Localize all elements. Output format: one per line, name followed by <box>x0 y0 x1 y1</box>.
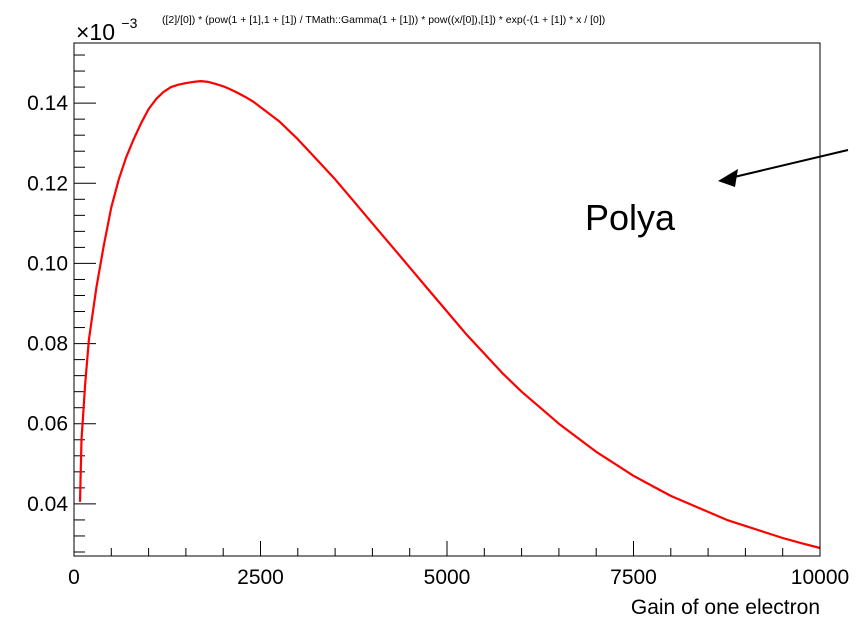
annotation-polya: Polya <box>585 149 849 238</box>
x-tick-label: 2500 <box>237 566 284 589</box>
series-line <box>78 79 821 550</box>
annotation-label: Polya <box>585 197 676 238</box>
x-tick-label: 5000 <box>424 566 471 589</box>
plot-frame <box>73 42 821 557</box>
y-multiplier: ×10 −3 <box>76 15 138 45</box>
x-tick-label: 7500 <box>610 566 657 589</box>
annotation-arrowhead <box>718 169 738 187</box>
y-axis-ticks: 0.04 0.06 0.08 0.10 0.12 0.14 <box>27 54 96 553</box>
annotation-arrow-line <box>729 149 849 179</box>
series-layer <box>78 79 821 550</box>
y-tick-label: 0.10 <box>27 252 68 275</box>
x-tick-label: 10000 <box>791 566 849 589</box>
y-tick-label: 0.06 <box>27 413 68 436</box>
x-axis-ticks: 0 2500 5000 7500 10000 <box>68 541 849 589</box>
y-tick-label: 0.08 <box>27 333 68 356</box>
x-axis-title: Gain of one electron <box>631 596 820 619</box>
x-tick-label: 0 <box>68 566 80 589</box>
y-multiplier-base: ×10 <box>76 19 115 45</box>
y-tick-label: 0.12 <box>27 172 68 195</box>
chart-title: ([2]/[0]) * (pow(1 + [1],1 + [1]) / TMat… <box>162 14 605 26</box>
y-multiplier-exponent: −3 <box>121 15 137 31</box>
y-tick-label: 0.14 <box>27 92 68 115</box>
y-tick-label: 0.04 <box>27 493 68 516</box>
